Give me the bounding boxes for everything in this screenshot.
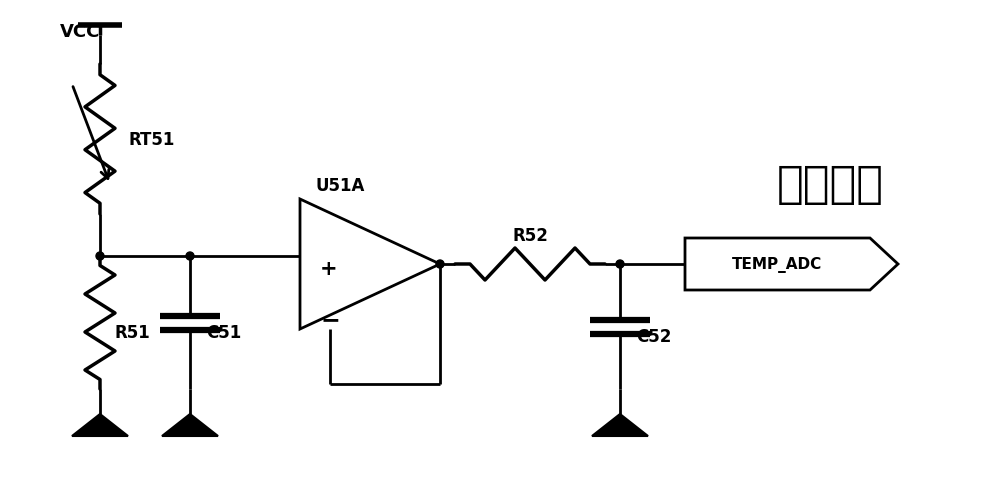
Text: RT51: RT51 [128, 131, 174, 149]
Circle shape [186, 252, 194, 261]
Text: VCC: VCC [60, 23, 100, 41]
Circle shape [616, 261, 624, 268]
Circle shape [436, 261, 444, 268]
Polygon shape [592, 414, 648, 436]
Text: U51A: U51A [315, 177, 364, 195]
Text: +: + [320, 259, 338, 279]
Text: 温度采样: 温度采样 [776, 163, 884, 206]
Circle shape [96, 252, 104, 261]
Text: C52: C52 [636, 327, 671, 346]
Text: C51: C51 [206, 324, 241, 341]
Text: −: − [320, 307, 340, 331]
Polygon shape [72, 414, 128, 436]
Text: TEMP_ADC: TEMP_ADC [732, 257, 822, 272]
Text: R51: R51 [114, 324, 150, 341]
Polygon shape [162, 414, 218, 436]
Text: R52: R52 [512, 226, 548, 244]
